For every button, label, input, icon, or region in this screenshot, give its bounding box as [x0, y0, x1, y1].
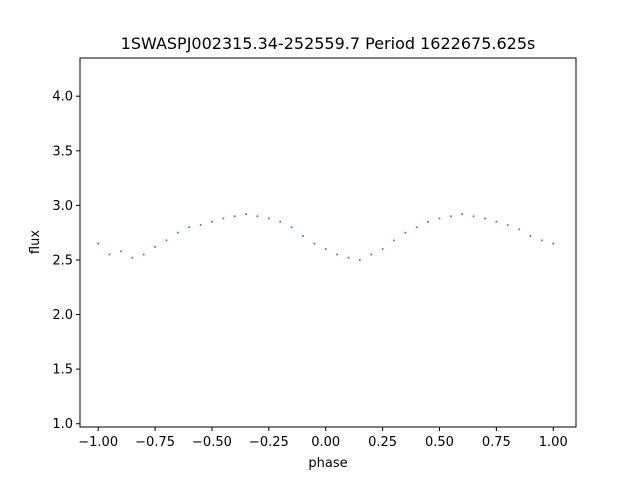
data-point	[461, 213, 464, 216]
data-point	[552, 242, 555, 245]
y-tick-label: 1.5	[52, 363, 73, 378]
data-point	[279, 220, 282, 223]
data-point	[222, 217, 225, 220]
data-point	[381, 248, 384, 251]
x-axis-ticks: −1.00 −0.75 −0.50 −0.25 0.00 0.25 0.50 0.75 1.00	[78, 427, 568, 450]
x-tick-label: 1.00	[539, 435, 568, 450]
x-tick-label: 0.75	[482, 435, 511, 450]
y-tick-label: 3.0	[52, 199, 73, 214]
chart-title: 1SWASPJ002315.34-252559.7 Period 1622675…	[121, 34, 536, 53]
data-point	[267, 217, 270, 220]
data-point	[131, 256, 134, 259]
data-point	[245, 213, 248, 216]
data-point	[540, 239, 543, 242]
x-axis-label: phase	[308, 456, 347, 471]
data-point	[119, 250, 122, 253]
data-point	[483, 217, 486, 220]
y-axis-ticks: 1.0 1.5 2.0 2.5 3.0 3.5 4.0	[52, 90, 80, 432]
data-point	[176, 231, 179, 234]
data-point	[518, 228, 521, 231]
data-point	[370, 253, 373, 256]
x-tick-label: 0.25	[368, 435, 397, 450]
data-point	[199, 224, 202, 227]
data-point	[392, 239, 395, 242]
data-point	[97, 242, 100, 245]
x-tick-label: −0.25	[249, 435, 289, 450]
data-point	[313, 242, 316, 245]
x-tick-label: −1.00	[78, 435, 118, 450]
y-tick-label: 4.0	[52, 90, 73, 105]
data-point	[358, 258, 361, 261]
data-point	[427, 220, 430, 223]
data-point	[347, 256, 350, 259]
data-point	[449, 215, 452, 218]
y-tick-label: 1.0	[52, 417, 73, 432]
data-point	[506, 224, 509, 227]
x-tick-label: 0.00	[311, 435, 340, 450]
data-points	[97, 213, 555, 261]
data-point	[188, 226, 191, 229]
data-point	[415, 226, 418, 229]
data-point	[438, 217, 441, 220]
data-point	[165, 239, 168, 242]
data-point	[108, 253, 111, 256]
data-point	[529, 234, 532, 237]
data-point	[324, 248, 327, 251]
data-point	[495, 220, 498, 223]
plot-frame	[79, 57, 577, 428]
x-tick-label: −0.75	[135, 435, 175, 450]
data-point	[210, 220, 213, 223]
data-point	[404, 231, 407, 234]
data-point	[154, 245, 157, 248]
y-tick-label: 3.5	[52, 144, 73, 159]
data-point	[301, 234, 304, 237]
data-point	[472, 215, 475, 218]
data-point	[290, 226, 293, 229]
data-point	[142, 253, 145, 256]
data-point	[336, 253, 339, 256]
y-axis-label: flux	[28, 230, 43, 254]
y-tick-label: 2.5	[52, 253, 73, 268]
data-point	[233, 215, 236, 218]
y-tick-label: 2.0	[52, 308, 73, 323]
x-tick-label: 0.50	[425, 435, 454, 450]
data-point	[256, 215, 259, 218]
x-tick-label: −0.50	[192, 435, 232, 450]
